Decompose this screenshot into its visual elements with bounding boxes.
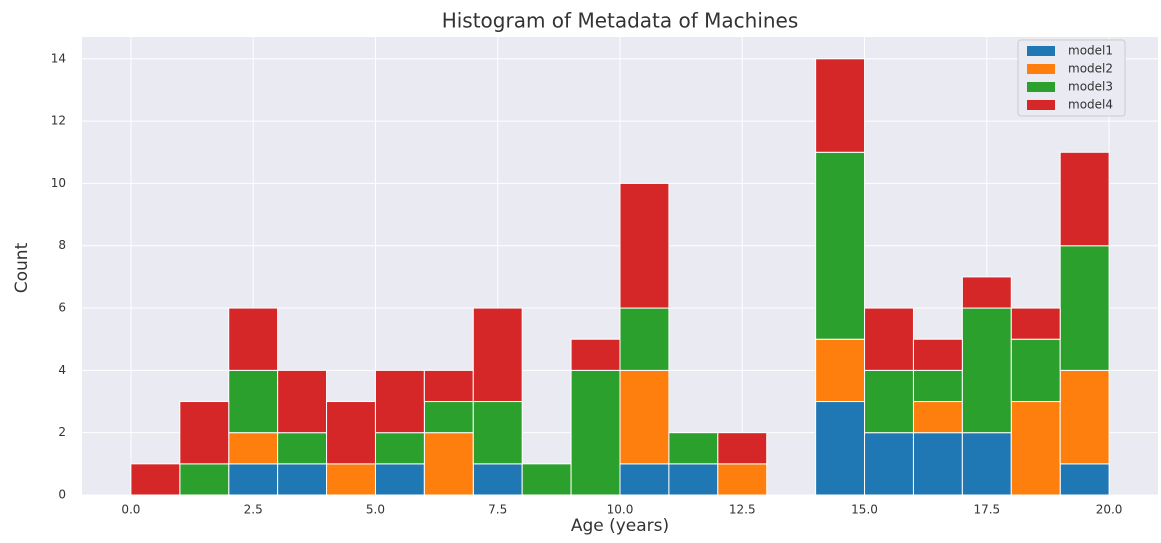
legend-label: model2 — [1068, 62, 1113, 76]
bar-segment — [472, 307, 523, 403]
bar-segment — [961, 432, 1012, 496]
bar-segment — [912, 432, 963, 496]
bar-segment — [326, 401, 376, 465]
bar-segment — [130, 463, 181, 496]
bar-segment — [1010, 338, 1061, 403]
legend-box — [1017, 39, 1126, 117]
bar-segment — [326, 463, 376, 496]
bar-segment — [717, 432, 768, 465]
legend-swatch — [1027, 100, 1055, 110]
bar-segment — [864, 307, 914, 371]
bar-segment — [1010, 307, 1061, 340]
y-tick-label: 4 — [58, 363, 66, 377]
y-tick-label: 6 — [58, 301, 66, 315]
bar-segment — [423, 369, 474, 403]
x-tick-label: 15.0 — [851, 503, 878, 517]
bar-segment — [423, 401, 474, 434]
bar-segment — [668, 463, 719, 496]
bar-segment — [815, 401, 866, 496]
legend-swatch — [1027, 46, 1055, 56]
bar-segment — [570, 369, 621, 496]
legend-swatch — [1027, 82, 1055, 92]
bar-segment — [1010, 401, 1061, 496]
bar-segment — [472, 401, 523, 465]
bar-segment — [228, 463, 279, 496]
bar-segment — [228, 307, 279, 371]
legend-swatch — [1027, 64, 1055, 74]
bar-segment — [570, 338, 621, 371]
y-tick-label: 12 — [51, 114, 66, 128]
legend-label: model4 — [1068, 98, 1113, 112]
bar-segment — [619, 307, 670, 371]
bar-segment — [668, 432, 719, 465]
bar-segment — [1059, 369, 1110, 465]
bar-segment — [717, 463, 768, 496]
bar-segment — [1059, 245, 1110, 371]
bar-segment — [277, 432, 328, 465]
bar-segment — [912, 369, 963, 403]
bar-segment — [374, 432, 425, 465]
chart-title: Histogram of Metadata of Machines — [442, 9, 799, 33]
bar-segment — [179, 463, 230, 496]
x-tick-label: 0.0 — [121, 503, 140, 517]
bar-segment — [815, 58, 866, 153]
y-tick-label: 14 — [51, 51, 66, 65]
bar-segment — [961, 307, 1012, 434]
bar-segment — [277, 463, 328, 496]
bar-segment — [961, 276, 1012, 309]
bar-segment — [912, 401, 963, 434]
bar-segment — [864, 432, 914, 496]
y-axis-label: Count — [12, 242, 32, 293]
legend-label: model1 — [1068, 44, 1113, 58]
x-axis-label: Age (years) — [571, 516, 669, 536]
x-tick-label: 17.5 — [973, 503, 1000, 517]
bar-segment — [228, 369, 279, 434]
y-tick-label: 8 — [58, 238, 66, 252]
bar-segment — [374, 369, 425, 434]
bar-segment — [374, 463, 425, 496]
bar-segment — [815, 338, 866, 403]
x-tick-label: 7.5 — [488, 503, 507, 517]
bar-segment — [1059, 151, 1110, 247]
bar-segment — [619, 182, 670, 309]
bar-segment — [423, 432, 474, 496]
bar-segment — [277, 369, 328, 434]
x-tick-label: 12.5 — [729, 503, 756, 517]
bar-segment — [472, 463, 523, 496]
x-tick-label: 2.5 — [244, 503, 263, 517]
x-tick-label: 5.0 — [366, 503, 385, 517]
y-tick-label: 10 — [51, 176, 66, 190]
bar-segment — [179, 401, 230, 465]
bar-segment — [864, 369, 914, 434]
bar-segment — [912, 338, 963, 371]
x-tick-label: 20.0 — [1096, 503, 1123, 517]
bar-segment — [1059, 463, 1110, 496]
bar-segment — [228, 432, 279, 465]
y-tick-label: 0 — [58, 488, 66, 502]
legend-label: model3 — [1068, 80, 1113, 94]
bar-segment — [619, 463, 670, 496]
y-tick-label: 2 — [58, 425, 66, 439]
bar-segment — [521, 463, 572, 496]
bar-segment — [815, 151, 866, 340]
bar-segment — [619, 369, 670, 465]
x-tick-label: 10.0 — [607, 503, 634, 517]
